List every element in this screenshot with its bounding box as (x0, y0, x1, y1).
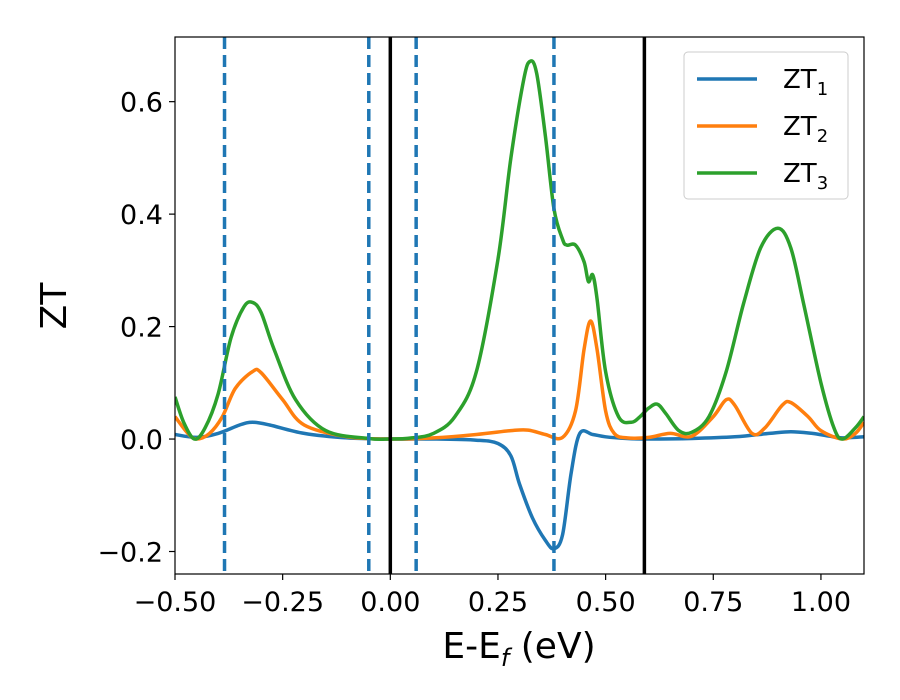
y-tick-label: 0.6 (120, 88, 163, 119)
legend-label-zt1: ZT1 (783, 65, 828, 100)
series-line-zt1 (175, 420, 864, 551)
x-tick-label: 0.00 (360, 587, 420, 618)
x-axis-label: E-Ef (eV) (442, 626, 595, 672)
y-tick-label: 0.2 (120, 313, 163, 344)
x-tick-label: 0.75 (683, 587, 743, 618)
plot-lines (175, 37, 864, 574)
legend-box (683, 51, 849, 200)
series-line-zt2 (175, 319, 864, 441)
x-tick-label: −0.25 (241, 587, 324, 618)
x-tick-label: 0.25 (468, 587, 528, 618)
y-tick-label: −0.2 (97, 538, 163, 569)
legend-label-zt3: ZT3 (783, 159, 828, 194)
y-tick-label: 0.0 (120, 425, 163, 456)
y-axis-ticks: −0.2 0.0 0.2 0.4 0.6 (97, 88, 175, 569)
x-tick-label: −0.50 (134, 587, 217, 618)
y-axis-label: ZT (34, 282, 75, 330)
legend-label-zt2: ZT2 (783, 112, 828, 147)
plot-frame (174, 36, 865, 575)
x-axis-label-suffix: (eV) (509, 626, 595, 667)
y-tick-label: 0.4 (120, 200, 163, 231)
legend: ZT1 ZT2 ZT3 (683, 51, 849, 200)
x-tick-label: 1.00 (791, 587, 851, 618)
x-axis-ticks: −0.50 −0.25 0.00 0.25 0.50 0.75 1.00 (134, 574, 851, 618)
series-line-zt3 (175, 59, 864, 442)
x-axis-label-main: E-E (442, 626, 500, 667)
x-tick-label: 0.50 (576, 587, 636, 618)
